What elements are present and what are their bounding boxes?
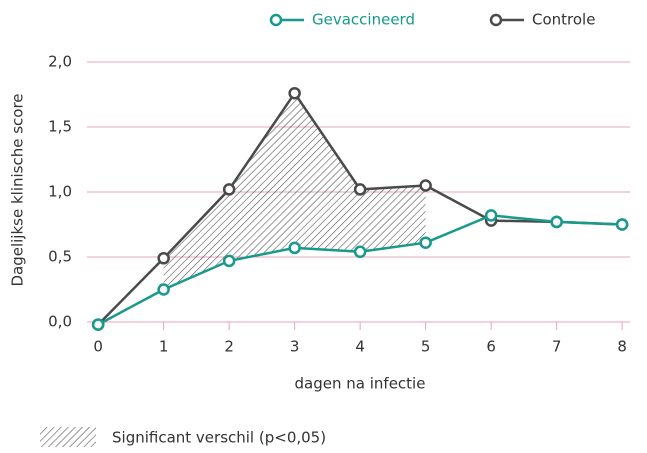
x-tick-label: 6 [486,338,496,356]
x-tick-label: 5 [421,338,431,356]
data-point [615,218,629,231]
x-tick-label: 2 [224,338,234,356]
y-tick-label: 1,0 [48,183,72,201]
x-tick-label: 8 [617,338,627,356]
y-axis-label: Dagelijkse klinische score [9,93,27,286]
x-axis-label: dagen na infectie [295,375,426,393]
data-point [419,179,432,192]
annotation: Significant verschil (p<0,05) [112,429,326,447]
legend-label: Controle [532,11,595,29]
y-tick-label: 1,5 [48,118,72,136]
legend-marker [489,13,503,27]
significance-area [163,93,426,290]
y-tick-label: 0,5 [48,248,72,266]
data-point [157,252,170,265]
data-point [550,215,563,229]
data-point [288,241,301,255]
data-point [353,183,367,196]
data-point [157,283,170,296]
data-point [222,254,236,268]
x-tick-label: 0 [93,338,103,356]
legend-label: Gevaccineerd [312,11,415,29]
annotation-swatch [40,427,96,447]
y-tick-label: 2,0 [48,53,72,71]
x-tick-label: 4 [355,338,365,356]
y-tick-label: 0,0 [48,313,72,331]
x-tick-label: 3 [290,338,300,356]
data-point [222,183,236,196]
x-tick-label: 1 [159,338,169,356]
data-point [91,318,105,331]
data-point [419,236,432,249]
legend-marker [269,13,283,27]
data-point [353,245,367,259]
data-point [288,86,301,100]
x-tick-label: 7 [552,338,562,356]
data-point [484,209,498,222]
